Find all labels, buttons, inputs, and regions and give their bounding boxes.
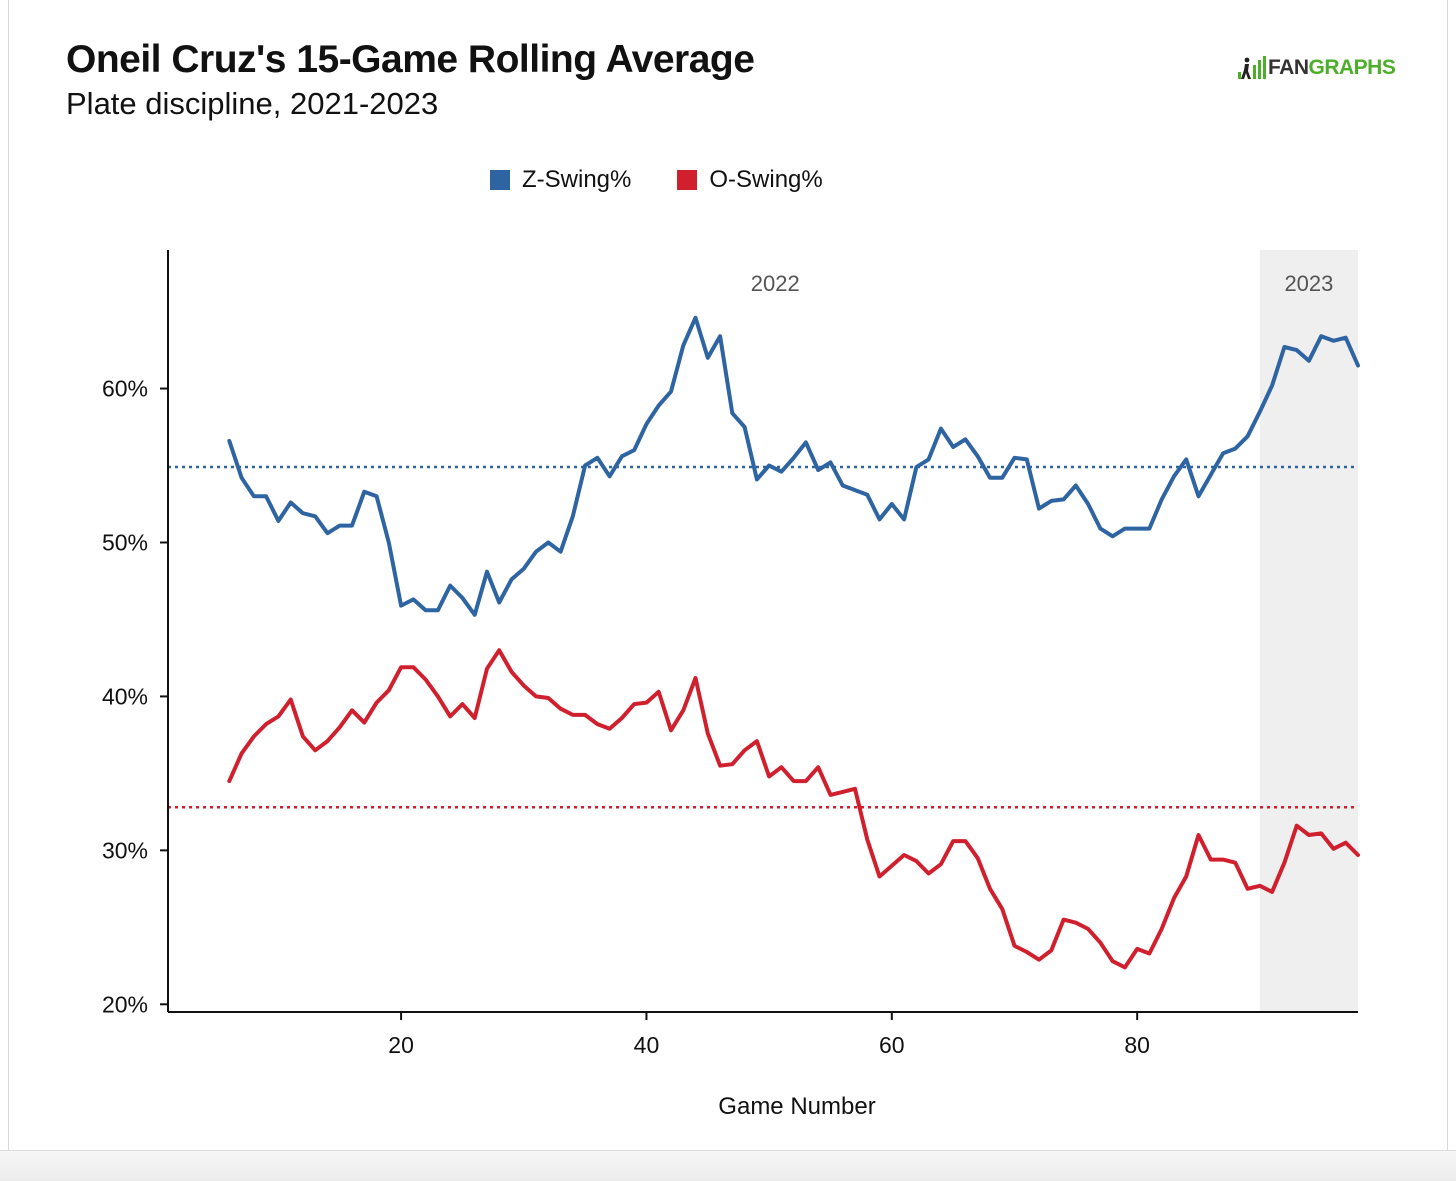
x-tick-label-20: 20 bbox=[388, 1032, 414, 1058]
legend-swatch-z-swing bbox=[490, 170, 510, 190]
window-bottom-bar bbox=[0, 1150, 1456, 1181]
chart-subtitle: Plate discipline, 2021-2023 bbox=[66, 86, 439, 121]
y-tick-label-40: 40% bbox=[102, 683, 148, 709]
x-tick-label-80: 80 bbox=[1124, 1032, 1150, 1058]
y-tick-label-20: 20% bbox=[102, 991, 148, 1017]
season-label-2023: 2023 bbox=[1284, 271, 1333, 296]
y-tick-label-30: 30% bbox=[102, 837, 148, 863]
chart-legend: Z-Swing% O-Swing% bbox=[490, 166, 869, 194]
series-line-z-swing bbox=[227, 315, 1360, 617]
legend-label-o-swing: O-Swing% bbox=[709, 166, 823, 193]
y-tick-label-60: 60% bbox=[102, 376, 148, 402]
legend-item-z-swing[interactable]: Z-Swing% bbox=[490, 166, 631, 194]
fangraphs-logo[interactable]: FAN GRAPHS bbox=[1236, 53, 1396, 83]
logo-text-graphs: GRAPHS bbox=[1308, 56, 1396, 79]
shaded-region-2023 bbox=[1259, 250, 1358, 1012]
x-tick-label-40: 40 bbox=[634, 1032, 660, 1058]
x-tick-label-60: 60 bbox=[879, 1032, 905, 1058]
x-axis-title: Game Number bbox=[718, 1093, 875, 1120]
legend-item-o-swing[interactable]: O-Swing% bbox=[677, 166, 823, 194]
season-label-2022: 2022 bbox=[751, 271, 800, 296]
logo-text-fan: FAN bbox=[1268, 56, 1309, 79]
series-line-o-swing bbox=[227, 648, 1360, 970]
legend-label-z-swing: Z-Swing% bbox=[522, 166, 632, 193]
fangraphs-logo-icon bbox=[1238, 56, 1266, 79]
y-tick-label-50: 50% bbox=[102, 529, 148, 555]
chart-frame bbox=[8, 0, 1448, 1160]
chart-title: Oneil Cruz's 15-Game Rolling Average bbox=[66, 38, 755, 81]
legend-swatch-o-swing bbox=[677, 170, 698, 190]
